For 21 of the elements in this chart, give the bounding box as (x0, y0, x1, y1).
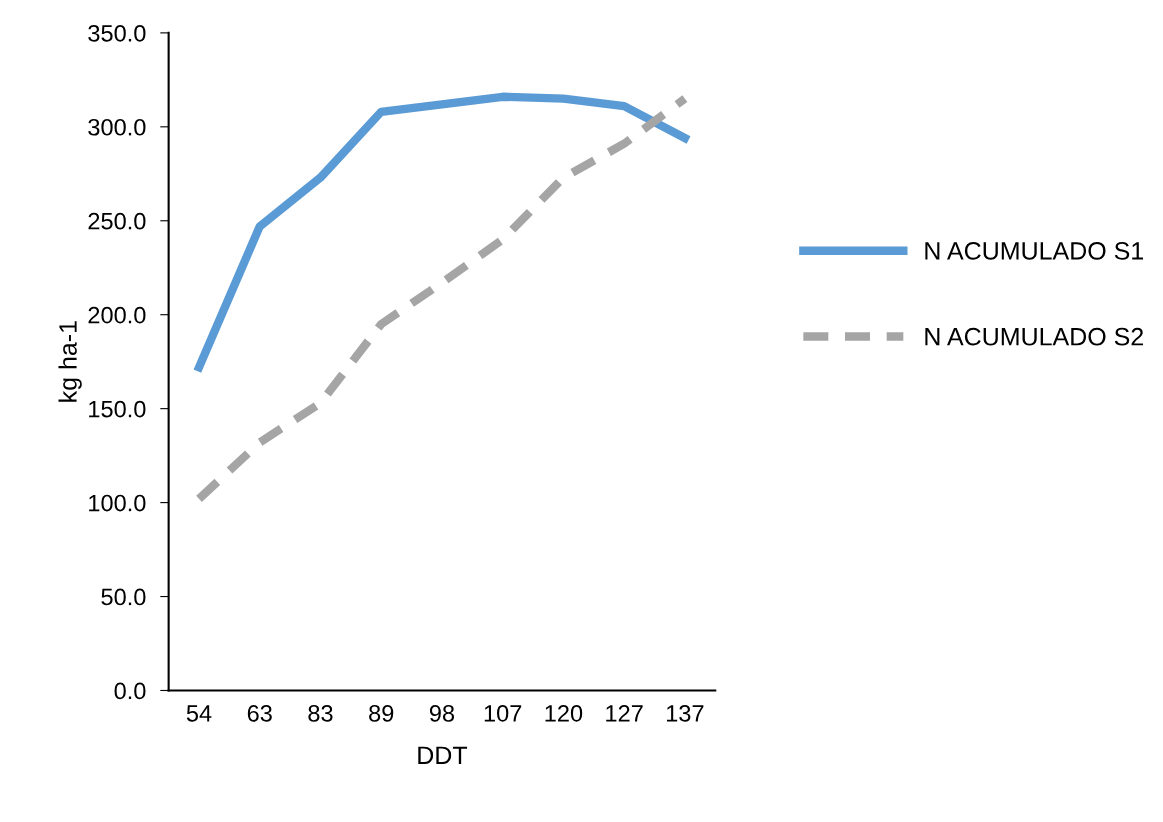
y-tick-label: 50.0 (101, 588, 146, 606)
legend-label: N ACUMULADO S1 (925, 242, 1144, 260)
y-tick-label: 350.0 (88, 24, 146, 42)
x-tick-label: 98 (429, 704, 455, 722)
legend-label: N ACUMULADO S2 (925, 327, 1143, 346)
y-tick-label: 200.0 (88, 306, 146, 324)
y-tick-label: 150.0 (89, 400, 146, 418)
y-tick-label: 300.0 (88, 118, 146, 136)
x-tick-label: 63 (247, 704, 272, 722)
x-tick-label: 127 (606, 704, 643, 722)
x-tick-label: 54 (186, 705, 212, 722)
y-tick-label: 100.0 (89, 494, 146, 512)
y-tick-label: 250.0 (88, 212, 146, 230)
x-axis-title: DDT (418, 746, 468, 764)
x-tick-label: 83 (308, 704, 333, 722)
x-tick-label: 120 (545, 704, 583, 722)
y-tick-label: 0.0 (114, 682, 146, 700)
y-axis-title: kg ha-1 (58, 321, 82, 402)
x-tick-label: 137 (666, 704, 704, 722)
x-tick-label: 89 (369, 704, 394, 722)
x-tick-label: 107 (484, 704, 522, 722)
